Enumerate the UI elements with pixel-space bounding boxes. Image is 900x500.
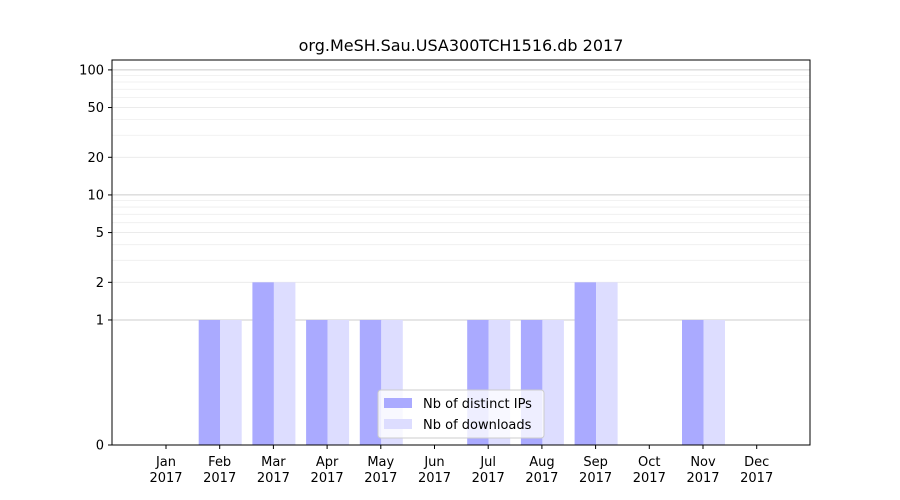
x-tick-label: May 2017 xyxy=(364,455,397,486)
legend-label-downloads: Nb of downloads xyxy=(423,418,532,433)
y-tick-label: 2 xyxy=(96,276,104,291)
y-tick-label: 5 xyxy=(96,226,104,241)
bar-downloads xyxy=(327,319,350,445)
x-tick-label: Jan 2017 xyxy=(149,455,182,486)
bar-downloads xyxy=(273,282,296,445)
x-tick-label: Mar 2017 xyxy=(257,455,290,486)
chart-title: org.MeSH.Sau.USA300TCH1516.db 2017 xyxy=(299,36,624,55)
x-tick-label: Apr 2017 xyxy=(311,455,344,486)
bar-downloads xyxy=(703,319,725,445)
y-tick-label: 50 xyxy=(87,101,104,116)
x-tick-label: Sep 2017 xyxy=(579,455,612,486)
bar-distinct-ips xyxy=(682,319,704,445)
y-tick-label: 0 xyxy=(96,439,104,454)
legend: Nb of distinct IPs Nb of downloads xyxy=(377,389,545,439)
x-tick-label: Jun 2017 xyxy=(418,455,451,486)
bar-distinct-ips xyxy=(359,319,382,445)
x-tick-label: Oct 2017 xyxy=(633,455,666,486)
x-tick-label: Feb 2017 xyxy=(203,455,236,486)
bar-distinct-ips xyxy=(198,319,221,445)
x-tick-label: Jul 2017 xyxy=(472,455,505,486)
y-tick-label: 20 xyxy=(87,151,104,166)
legend-swatch-downloads xyxy=(384,419,412,429)
x-tick-label: Dec 2017 xyxy=(740,455,773,486)
y-tick-label: 10 xyxy=(87,188,104,203)
bar-distinct-ips xyxy=(306,319,328,445)
x-axis: Jan 2017 Feb 2017 Mar 2017 Apr 2017 May 2017 Jun 20… xyxy=(149,445,773,486)
y-tick-label: 100 xyxy=(79,63,104,78)
bar-distinct-ips xyxy=(252,282,274,445)
y-tick-label: 1 xyxy=(96,313,104,328)
grid-lines xyxy=(112,69,810,321)
legend-label-distinct-ips: Nb of distinct IPs xyxy=(423,397,532,412)
bar-downloads xyxy=(542,319,564,445)
x-tick-label: Nov 2017 xyxy=(686,455,719,486)
bar-distinct-ips xyxy=(574,282,597,445)
plot-area-frame xyxy=(111,59,811,446)
bar-downloads xyxy=(220,319,242,445)
bar-downloads xyxy=(596,282,618,445)
x-tick-label: Aug 2017 xyxy=(525,455,558,486)
legend-swatch-distinct-ips xyxy=(384,398,412,408)
y-axis: 0 1 2 5 10 20 50 100 xyxy=(79,63,112,454)
legend-box xyxy=(377,389,545,439)
